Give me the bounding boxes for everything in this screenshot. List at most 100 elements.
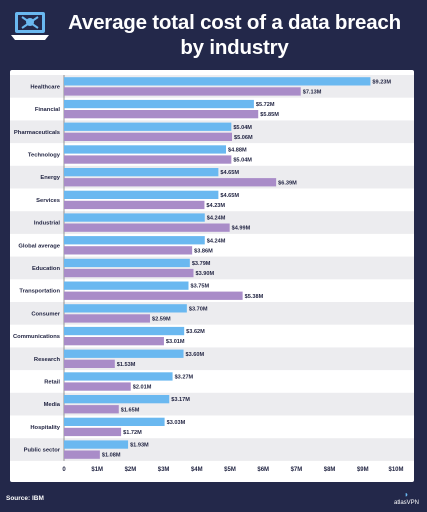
category-label: Industrial: [34, 221, 60, 227]
category-label: Media: [44, 402, 61, 408]
value-label: $4.65M: [220, 170, 239, 176]
value-label: $5.04M: [233, 158, 252, 164]
bar-2021: [64, 122, 232, 131]
bar-2020: [64, 450, 100, 459]
bar-2021: [64, 99, 254, 109]
x-tick-label: $7M: [291, 467, 303, 473]
bar-2021: [64, 440, 129, 449]
category-label: Pharmaceuticals: [14, 130, 60, 136]
chart-title: Average total cost of a data breach by i…: [52, 10, 417, 60]
value-label: $6.39M: [278, 180, 297, 186]
value-label: $9.23M: [372, 79, 391, 85]
category-label: Research: [34, 357, 61, 363]
bar-2020: [64, 110, 259, 119]
bar-2021: [64, 168, 219, 177]
bar-2020: [64, 178, 277, 187]
brand-logo: ◗ atlasVPN: [393, 490, 419, 507]
value-label: $3.62M: [186, 329, 205, 335]
x-tick-label: $3M: [158, 467, 170, 473]
value-label: $3.75M: [191, 284, 210, 290]
bar-2021: [64, 349, 184, 358]
category-label: Global average: [18, 243, 60, 249]
value-label: $2.01M: [133, 385, 152, 391]
value-label: $5.85M: [260, 112, 279, 118]
bar-2021: [64, 281, 189, 290]
bar-2021: [64, 304, 187, 313]
category-label: Transportation: [19, 289, 60, 295]
value-label: $7.13M: [303, 89, 322, 95]
value-label: $2.59M: [152, 316, 171, 322]
brand-icon: ◗: [404, 490, 409, 499]
bar-2020: [64, 132, 232, 141]
bar-2021: [64, 372, 173, 381]
brand-name: atlasVPN: [393, 500, 419, 506]
bar-2021: [64, 190, 219, 199]
value-label: $3.79M: [192, 261, 211, 267]
bar-2020: [64, 382, 131, 391]
category-label: Communications: [13, 334, 60, 340]
category-label: Hospitality: [30, 425, 60, 431]
bar-2020: [64, 359, 115, 368]
bar-2020: [64, 223, 230, 232]
bar-2020: [64, 268, 194, 278]
bar-2021: [64, 236, 205, 245]
bar-2021: [64, 145, 227, 154]
x-tick-label: $1M: [91, 467, 103, 473]
bar-2020: [64, 427, 122, 437]
value-label: $3.90M: [195, 271, 214, 277]
bar-2020: [64, 155, 232, 164]
bar-2021: [64, 395, 170, 404]
value-label: $3.03M: [167, 420, 186, 426]
x-tick-label: $6M: [257, 467, 269, 473]
value-label: $3.01M: [166, 339, 185, 345]
x-tick-label: $10M: [388, 467, 403, 473]
value-label: $3.60M: [186, 352, 205, 358]
x-tick-label: $5M: [224, 467, 236, 473]
bar-2020: [64, 337, 164, 346]
value-label: $5.06M: [234, 135, 253, 141]
x-tick-label: $9M: [357, 467, 369, 473]
value-label: $1.72M: [123, 430, 142, 436]
category-label: Retail: [44, 379, 60, 385]
bar-2021: [64, 417, 165, 426]
value-label: $5.04M: [233, 125, 252, 131]
value-label: $1.65M: [121, 407, 140, 413]
category-label: Public sector: [24, 448, 61, 454]
title-line-1: Average total cost of a data breach: [68, 11, 401, 34]
value-label: $3.27M: [175, 374, 194, 380]
value-label: $3.86M: [194, 248, 213, 254]
x-tick-label: $8M: [324, 467, 336, 473]
category-label: Financial: [35, 107, 61, 113]
value-label: $1.08M: [102, 453, 121, 459]
bar-2021: [64, 213, 205, 222]
category-label: Energy: [40, 175, 60, 181]
value-label: $3.17M: [171, 397, 190, 403]
category-label: Consumer: [31, 311, 60, 317]
bar-2020: [64, 246, 193, 255]
bar-2020: [64, 291, 243, 300]
bar-chart: Healthcare Financial Pharmaceuticals Techno…: [10, 75, 414, 473]
bar-2021: [64, 326, 185, 336]
source-note: Source: IBM: [6, 495, 44, 502]
value-label: $4.24M: [207, 216, 226, 222]
x-tick-label: $2M: [125, 467, 137, 473]
value-label: $4.65M: [220, 193, 239, 199]
x-tick-label: 0: [62, 467, 66, 473]
category-label: Healthcare: [30, 84, 60, 90]
value-label: $5.72M: [256, 102, 275, 108]
category-label: Technology: [28, 152, 61, 158]
value-label: $4.88M: [228, 147, 247, 153]
value-label: $1.53M: [117, 362, 136, 368]
laptop-security-icon: [11, 12, 49, 40]
x-tick-label: $4M: [191, 467, 203, 473]
bar-2021: [64, 77, 371, 86]
title-line-2: by industry: [180, 36, 289, 59]
value-label: $3.70M: [189, 306, 208, 312]
category-label: Services: [36, 198, 60, 204]
bar-2021: [64, 258, 190, 268]
bar-2020: [64, 200, 205, 210]
value-label: $5.38M: [245, 294, 264, 300]
bar-2020: [64, 87, 301, 96]
category-label: Education: [32, 266, 60, 272]
